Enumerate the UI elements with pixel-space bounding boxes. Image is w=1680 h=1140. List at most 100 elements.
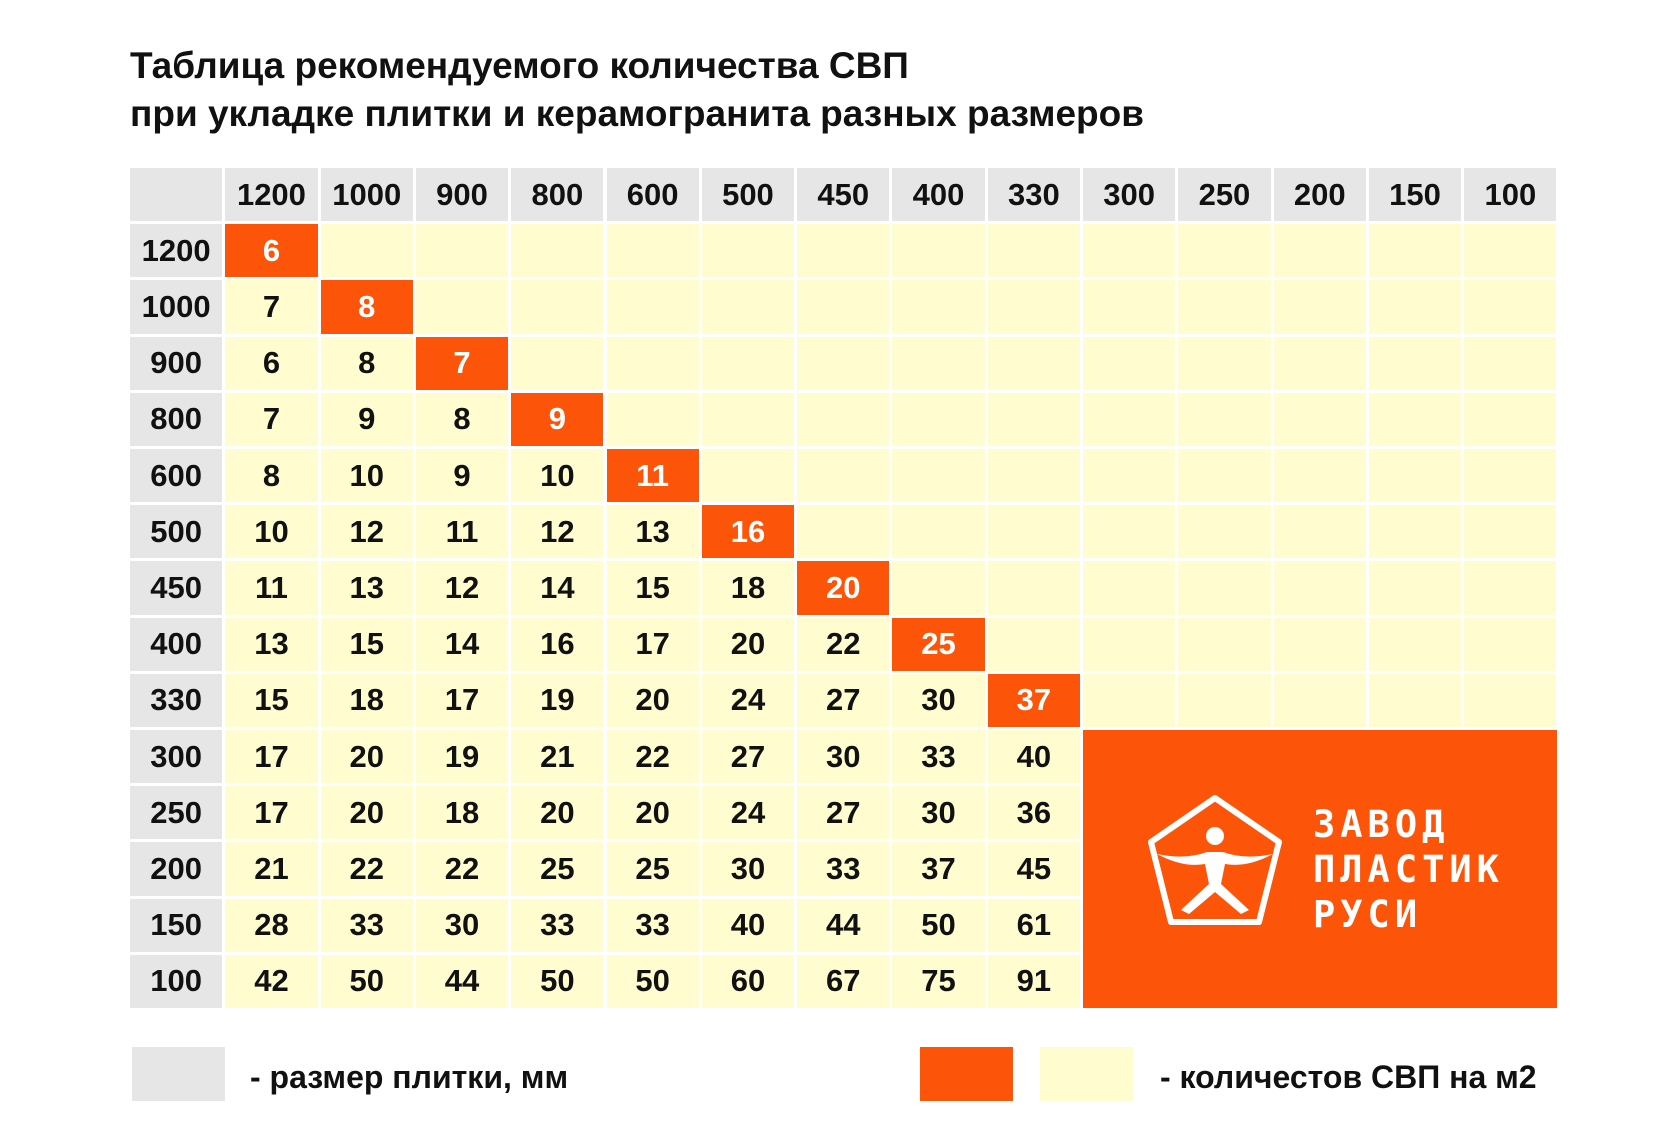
empty-cell <box>1083 392 1176 446</box>
empty-cell <box>797 224 890 278</box>
empty-cell <box>987 280 1080 334</box>
empty-cell <box>1083 673 1176 727</box>
logo-text-line: ПЛАСТИК <box>1313 848 1504 891</box>
legend-swatch-yellow <box>1040 1047 1133 1101</box>
column-header-400: 400 <box>892 168 985 222</box>
empty-cell <box>1368 449 1462 503</box>
empty-cell <box>701 449 795 503</box>
empty-cell <box>1464 673 1557 727</box>
value-cell: 37 <box>892 842 985 896</box>
empty-cell <box>987 336 1080 390</box>
empty-cell <box>1368 561 1462 615</box>
empty-cell <box>1178 673 1271 727</box>
value-cell: 13 <box>320 561 413 615</box>
column-header-250: 250 <box>1178 168 1271 222</box>
empty-cell <box>797 280 890 334</box>
value-cell: 30 <box>892 786 985 840</box>
diagonal-value-cell: 7 <box>415 336 509 390</box>
value-cell: 25 <box>606 842 699 896</box>
value-cell: 28 <box>225 898 318 952</box>
row-header-800: 800 <box>130 392 223 446</box>
empty-cell <box>1178 617 1271 671</box>
value-cell: 33 <box>511 898 604 952</box>
row-header-500: 500 <box>130 505 223 559</box>
value-cell: 13 <box>225 617 318 671</box>
column-header-300: 300 <box>1083 168 1176 222</box>
empty-cell <box>1178 336 1271 390</box>
value-cell: 50 <box>511 954 604 1008</box>
diagonal-value-cell: 20 <box>797 561 890 615</box>
value-cell: 8 <box>225 449 318 503</box>
empty-cell <box>1083 224 1176 278</box>
value-cell: 33 <box>892 730 985 784</box>
empty-cell <box>987 561 1080 615</box>
empty-cell <box>797 505 890 559</box>
empty-cell <box>1083 617 1176 671</box>
column-header-450: 450 <box>797 168 890 222</box>
empty-cell <box>1083 280 1176 334</box>
row-header-400: 400 <box>130 617 223 671</box>
value-cell: 30 <box>415 898 509 952</box>
row-header-1000: 1000 <box>130 280 223 334</box>
value-cell: 45 <box>987 842 1080 896</box>
value-cell: 20 <box>511 786 604 840</box>
empty-cell <box>797 449 890 503</box>
value-cell: 13 <box>606 505 699 559</box>
value-cell: 21 <box>511 730 604 784</box>
value-cell: 30 <box>797 730 890 784</box>
empty-cell <box>511 224 604 278</box>
column-header-600: 600 <box>606 168 699 222</box>
value-cell: 20 <box>320 786 413 840</box>
empty-cell <box>1464 280 1557 334</box>
value-cell: 91 <box>987 954 1080 1008</box>
value-cell: 61 <box>987 898 1080 952</box>
logo-block: ЗАВОД ПЛАСТИК РУСИ <box>1083 730 1557 1008</box>
empty-cell <box>1464 505 1557 559</box>
row-header-100: 100 <box>130 954 223 1008</box>
legend-swatch-size <box>132 1047 225 1101</box>
legend-size-label: - размер плитки, мм <box>250 1059 569 1095</box>
table-corner-cell <box>130 168 223 222</box>
value-cell: 24 <box>701 786 795 840</box>
empty-cell <box>1083 505 1176 559</box>
empty-cell <box>1178 224 1271 278</box>
value-cell: 17 <box>606 617 699 671</box>
value-cell: 12 <box>415 561 509 615</box>
page-title: Таблица рекомендуемого количества СВП пр… <box>130 42 1530 138</box>
empty-cell <box>892 224 985 278</box>
pentagon-man-logo-icon <box>1148 795 1282 925</box>
value-cell: 44 <box>415 954 509 1008</box>
column-header-900: 900 <box>415 168 509 222</box>
value-cell: 27 <box>797 786 890 840</box>
value-cell: 9 <box>320 392 413 446</box>
column-header-200: 200 <box>1273 168 1366 222</box>
value-cell: 19 <box>415 730 509 784</box>
empty-cell <box>511 336 604 390</box>
value-cell: 27 <box>701 730 795 784</box>
value-cell: 8 <box>415 392 509 446</box>
empty-cell <box>1178 280 1271 334</box>
empty-cell <box>701 392 795 446</box>
empty-cell <box>1464 224 1557 278</box>
empty-cell <box>1273 505 1366 559</box>
value-cell: 50 <box>320 954 413 1008</box>
logo-text-line: РУСИ <box>1313 893 1423 936</box>
empty-cell <box>1464 561 1557 615</box>
value-cell: 22 <box>320 842 413 896</box>
empty-cell <box>1178 505 1271 559</box>
column-header-330: 330 <box>987 168 1080 222</box>
diagonal-value-cell: 6 <box>225 224 318 278</box>
empty-cell <box>1368 280 1462 334</box>
value-cell: 33 <box>320 898 413 952</box>
value-cell: 22 <box>797 617 890 671</box>
empty-cell <box>701 336 795 390</box>
row-header-300: 300 <box>130 730 223 784</box>
value-cell: 20 <box>701 617 795 671</box>
diagonal-value-cell: 25 <box>892 617 985 671</box>
empty-cell <box>701 280 795 334</box>
value-cell: 50 <box>606 954 699 1008</box>
empty-cell <box>1273 336 1366 390</box>
empty-cell <box>1273 392 1366 446</box>
value-cell: 27 <box>797 673 890 727</box>
empty-cell <box>797 392 890 446</box>
